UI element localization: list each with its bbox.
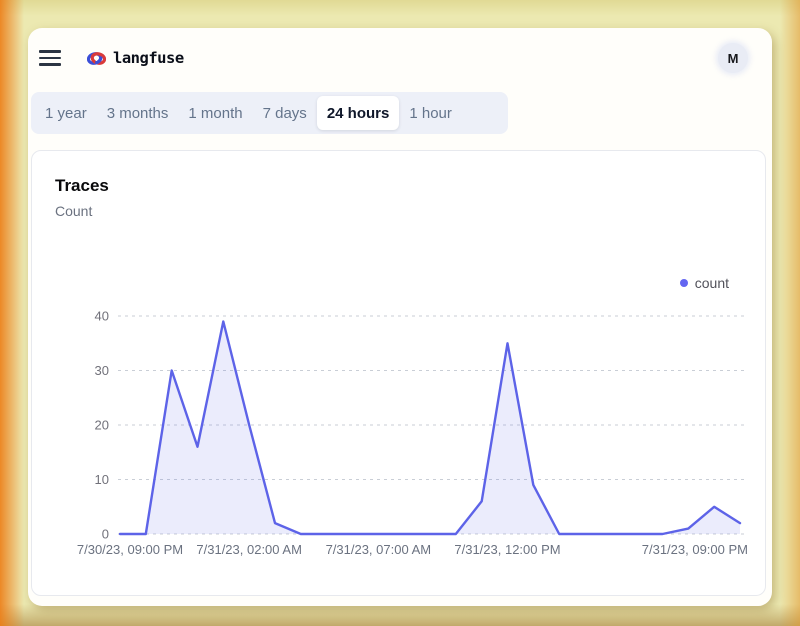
- brand[interactable]: langfuse: [87, 49, 184, 67]
- tab-1-hour[interactable]: 1 hour: [399, 96, 462, 130]
- legend-dot-icon: [679, 279, 688, 287]
- svg-text:30: 30: [95, 363, 109, 378]
- traces-card: Traces Count count 0 10 20 30 40 7/30/23, 09:…: [31, 150, 766, 596]
- svg-text:7/31/23, 07:00 AM: 7/31/23, 07:00 AM: [326, 542, 432, 557]
- svg-text:40: 40: [95, 309, 109, 324]
- card-title: Traces: [55, 176, 109, 195]
- svg-text:7/30/23, 09:00 PM: 7/30/23, 09:00 PM: [77, 542, 183, 557]
- svg-text:7/31/23, 02:00 AM: 7/31/23, 02:00 AM: [196, 542, 302, 557]
- tab-7-days[interactable]: 7 days: [253, 96, 317, 130]
- svg-text:0: 0: [102, 527, 109, 542]
- tab-1-month[interactable]: 1 month: [178, 96, 252, 130]
- top-navbar: langfuse M: [28, 28, 772, 73]
- tab-1-year[interactable]: 1 year: [35, 96, 97, 130]
- user-avatar[interactable]: M: [718, 43, 748, 73]
- tab-24-hours[interactable]: 24 hours: [316, 96, 400, 130]
- langfuse-knot-icon: [87, 50, 106, 67]
- svg-text:20: 20: [95, 418, 109, 433]
- svg-text:10: 10: [95, 472, 109, 487]
- card-subtitle: Count: [55, 203, 93, 219]
- brand-name: langfuse: [113, 49, 184, 67]
- svg-text:7/31/23, 09:00 PM: 7/31/23, 09:00 PM: [642, 542, 748, 557]
- time-range-tabs: 1 year 3 months 1 month 7 days 24 hours …: [31, 92, 508, 134]
- menu-icon[interactable]: [39, 50, 61, 66]
- traces-chart: 0 10 20 30 40 7/30/23, 09:00 PM 7/31/23, 02:00…: [77, 309, 748, 558]
- tab-3-months[interactable]: 3 months: [97, 96, 179, 130]
- app-window: langfuse M 1 year 3 months 1 month 7 day…: [28, 28, 772, 606]
- chart-legend: count: [679, 275, 729, 291]
- svg-text:7/31/23, 12:00 PM: 7/31/23, 12:00 PM: [454, 542, 560, 557]
- legend-label: count: [694, 275, 729, 291]
